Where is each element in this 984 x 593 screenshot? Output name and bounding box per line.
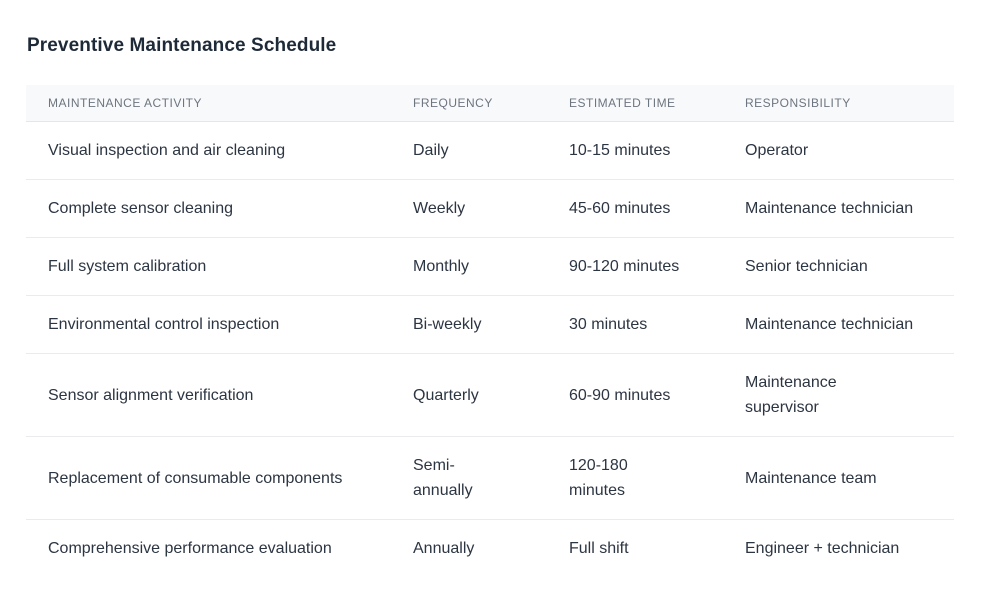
cell-frequency: Bi-weekly: [391, 295, 547, 354]
cell-text: Maintenance supervisor: [745, 374, 837, 416]
cell-estimated-time: 60-90 minutes: [547, 353, 723, 437]
cell-frequency: Daily: [391, 121, 547, 180]
table-row: Environmental control inspection Bi-week…: [26, 295, 954, 354]
cell-text: Sensor alignment verification: [48, 386, 254, 404]
table-row: Replacement of consumable components Sem…: [26, 436, 954, 520]
cell-estimated-time: 45-60 minutes: [547, 179, 723, 238]
cell-text: 120-180 minutes: [569, 457, 628, 499]
cell-text: Maintenance team: [745, 469, 877, 487]
cell-responsibility: Maintenance technician: [723, 179, 954, 238]
cell-estimated-time: 120-180 minutes: [547, 436, 723, 520]
content-area: Preventive Maintenance Schedule MAINTENA…: [26, 0, 954, 577]
cell-text: Full shift: [569, 540, 629, 557]
cell-text: Complete sensor cleaning: [48, 200, 233, 217]
cell-text: Weekly: [413, 200, 466, 217]
column-header-maintenance-activity: MAINTENANCE ACTIVITY: [26, 85, 391, 122]
cell-text: 45-60 minutes: [569, 200, 671, 217]
cell-frequency: Monthly: [391, 237, 547, 296]
cell-text: 60-90 minutes: [569, 386, 671, 404]
cell-text: Full system calibration: [48, 258, 207, 275]
cell-activity: Complete sensor cleaning: [26, 179, 391, 238]
cell-frequency: Annually: [391, 520, 547, 578]
cell-activity: Comprehensive performance evaluation: [26, 520, 391, 578]
table-row: Comprehensive performance evaluation Ann…: [26, 520, 954, 578]
cell-activity: Visual inspection and air cleaning: [26, 121, 391, 180]
table-row: Sensor alignment verification Quarterly …: [26, 353, 954, 437]
cell-estimated-time: Full shift: [547, 520, 723, 578]
cell-text: Maintenance technician: [745, 316, 914, 333]
cell-text: Daily: [413, 142, 449, 159]
cell-text: Bi-weekly: [413, 316, 482, 333]
cell-text: Operator: [745, 142, 809, 159]
cell-responsibility: Operator: [723, 121, 954, 180]
cell-text: Engineer + technician: [745, 540, 900, 557]
column-header-estimated-time: ESTIMATED TIME: [547, 85, 723, 122]
page-title: Preventive Maintenance Schedule: [27, 35, 337, 56]
cell-text: Maintenance technician: [745, 200, 914, 217]
maintenance-schedule-table: MAINTENANCE ACTIVITY FREQUENCY ESTIMATED…: [26, 85, 954, 577]
cell-text: Annually: [413, 540, 475, 557]
cell-text: Quarterly: [413, 386, 479, 404]
cell-estimated-time: 90-120 minutes: [547, 237, 723, 296]
cell-activity: Sensor alignment verification: [26, 353, 391, 437]
cell-responsibility: Engineer + technician: [723, 520, 954, 578]
cell-activity: Replacement of consumable components: [26, 436, 391, 520]
table-row: Visual inspection and air cleaning Daily…: [26, 121, 954, 180]
cell-activity: Environmental control inspection: [26, 295, 391, 354]
table-row: Full system calibration Monthly 90-120 m…: [26, 237, 954, 296]
cell-frequency: Weekly: [391, 179, 547, 238]
cell-estimated-time: 30 minutes: [547, 295, 723, 354]
cell-text: Comprehensive performance evaluation: [48, 540, 332, 557]
cell-text: Senior technician: [745, 258, 868, 275]
table-row: Complete sensor cleaning Weekly 45-60 mi…: [26, 179, 954, 238]
cell-frequency: Quarterly: [391, 353, 547, 437]
cell-responsibility: Maintenance technician: [723, 295, 954, 354]
cell-text: 90-120 minutes: [569, 258, 680, 275]
column-header-frequency: FREQUENCY: [391, 85, 547, 122]
table-header-row: MAINTENANCE ACTIVITY FREQUENCY ESTIMATED…: [26, 85, 954, 122]
cell-text: Environmental control inspection: [48, 316, 280, 333]
cell-estimated-time: 10-15 minutes: [547, 121, 723, 180]
cell-responsibility: Maintenance team: [723, 436, 954, 520]
cell-text: 30 minutes: [569, 316, 648, 333]
cell-frequency: Semi-annually: [391, 436, 547, 520]
cell-responsibility: Maintenance supervisor: [723, 353, 954, 437]
cell-text: Replacement of consumable components: [48, 469, 343, 487]
cell-text: Semi-annually: [413, 457, 473, 499]
cell-text: Monthly: [413, 258, 470, 275]
cell-text: Visual inspection and air cleaning: [48, 142, 286, 159]
column-header-responsibility: RESPONSIBILITY: [723, 85, 954, 122]
cell-text: 10-15 minutes: [569, 142, 671, 159]
cell-activity: Full system calibration: [26, 237, 391, 296]
cell-responsibility: Senior technician: [723, 237, 954, 296]
